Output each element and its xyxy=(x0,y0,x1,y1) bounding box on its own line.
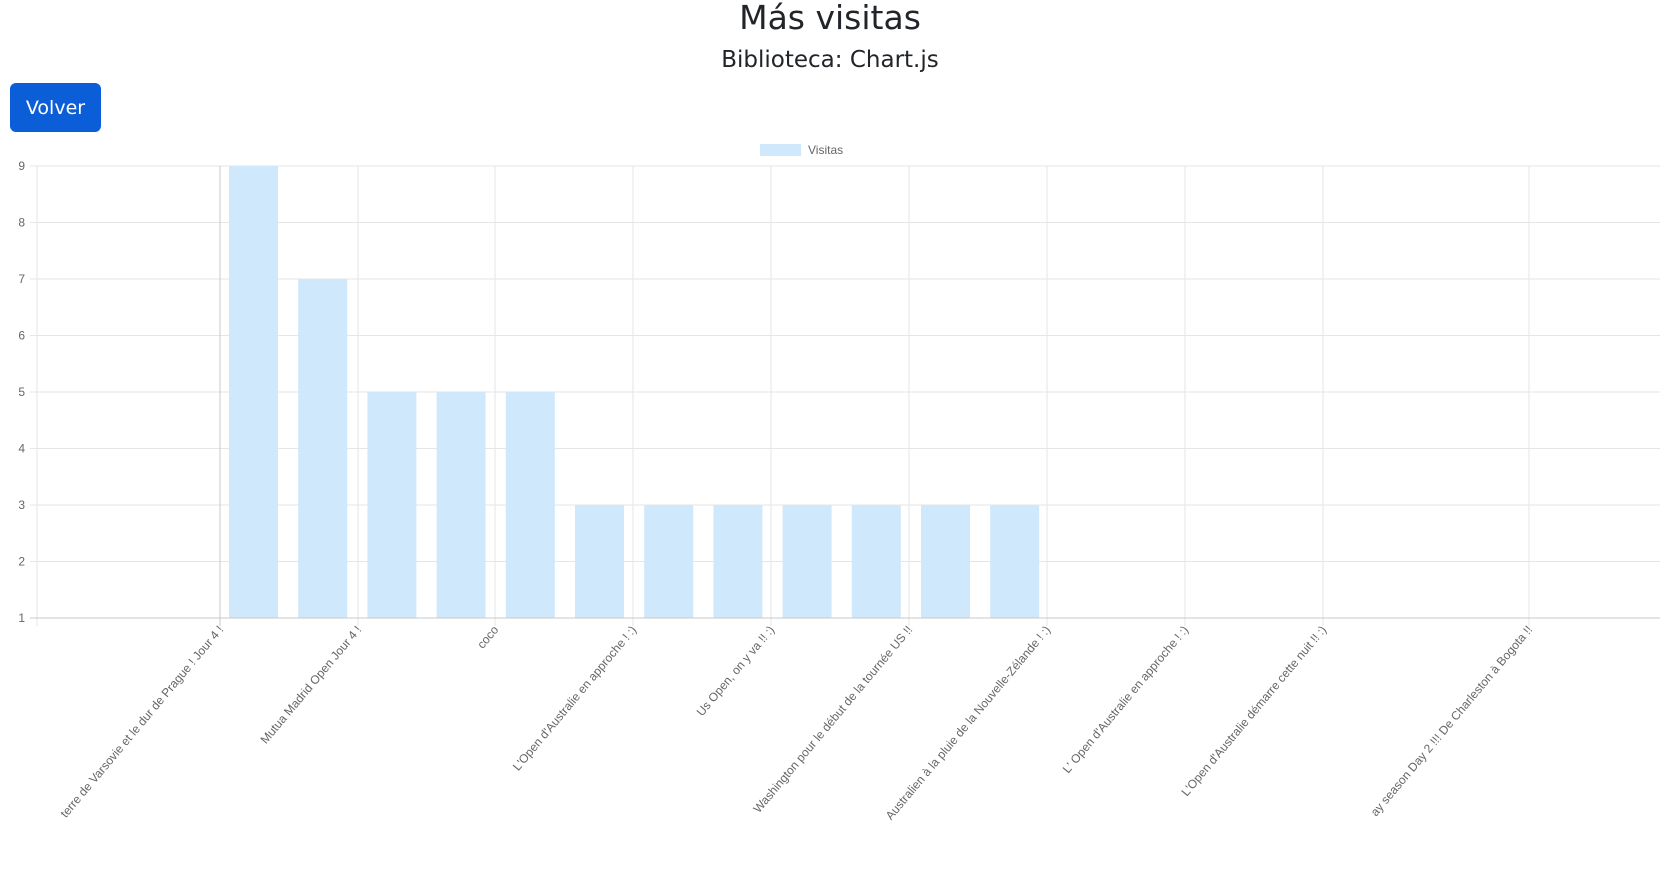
y-tick-label-8: 8 xyxy=(18,216,25,230)
y-tick-label-2: 2 xyxy=(18,555,25,569)
bar-10 xyxy=(851,505,901,618)
bar-9 xyxy=(782,505,832,618)
bar-3 xyxy=(367,392,417,618)
x-tick-label-6: Washington pour le début de la tournée U… xyxy=(750,623,915,816)
x-tick-label-3: coco xyxy=(474,623,501,652)
back-button[interactable]: Volver xyxy=(10,83,101,132)
legend-swatch[interactable] xyxy=(760,144,801,156)
legend[interactable]: Visitas xyxy=(760,143,843,157)
x-tick-label-10: ay season Day 2 !!! De Charleston à Bogo… xyxy=(1368,623,1536,819)
x-tick-label-5: Us Open, on y va !! :) xyxy=(694,623,778,719)
y-tick-label-3: 3 xyxy=(18,498,25,512)
bar-4 xyxy=(436,392,486,618)
x-tick-label-9: L'Open d'Australie démarre cette nuit !!… xyxy=(1178,623,1329,799)
y-tick-label-4: 4 xyxy=(18,442,25,456)
bar-chart: 1 2 3 4 5 6 7 8 9 terre de Varsovie et le dur de … xyxy=(0,136,1660,873)
bars xyxy=(229,166,1040,618)
x-tick-label-8: L' Open d'Australie en approche ! :) xyxy=(1060,623,1192,776)
bar-5 xyxy=(505,392,555,618)
x-tick-label-2: Mutua Madrid Open Jour 4 ! xyxy=(258,623,365,746)
legend-label-visitas[interactable]: Visitas xyxy=(808,143,843,157)
bar-6 xyxy=(575,505,624,618)
page-subtitle: Biblioteca: Chart.js xyxy=(721,47,939,73)
y-tick-label-9: 9 xyxy=(18,159,25,173)
bar-1 xyxy=(229,166,278,618)
y-tick-label-6: 6 xyxy=(18,329,25,343)
page-title: Más visitas xyxy=(739,0,921,37)
x-tick-label-7: Australien à la pluie de la Nouvelle-Zél… xyxy=(883,623,1054,823)
y-tick-label-1: 1 xyxy=(18,611,25,625)
y-tick-label-5: 5 xyxy=(18,385,25,399)
bar-11 xyxy=(921,505,970,618)
bar-12 xyxy=(990,505,1040,618)
x-tick-label-4: L'Open d'Australie en approche ! :) xyxy=(510,623,639,773)
bar-8 xyxy=(713,505,763,618)
x-tick-label-1: terre de Varsovie et le dur de Prague ! … xyxy=(57,623,226,820)
y-tick-label-7: 7 xyxy=(18,272,25,286)
bar-7 xyxy=(644,505,694,618)
bar-2 xyxy=(298,279,348,618)
